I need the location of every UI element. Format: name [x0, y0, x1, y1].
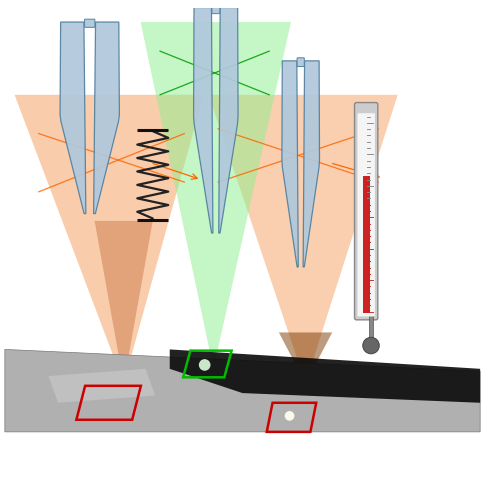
FancyBboxPatch shape: [84, 19, 95, 28]
Polygon shape: [169, 350, 479, 403]
Polygon shape: [48, 369, 155, 403]
Polygon shape: [60, 22, 86, 214]
Circle shape: [284, 411, 294, 420]
Bar: [362, 176, 369, 313]
Polygon shape: [281, 61, 298, 267]
Polygon shape: [94, 221, 152, 384]
FancyBboxPatch shape: [354, 102, 377, 320]
Circle shape: [198, 359, 210, 371]
Polygon shape: [218, 8, 238, 233]
Circle shape: [362, 338, 378, 354]
Polygon shape: [278, 332, 332, 384]
Polygon shape: [140, 22, 290, 369]
Polygon shape: [15, 95, 203, 384]
Polygon shape: [302, 61, 319, 267]
Polygon shape: [5, 350, 479, 432]
Polygon shape: [93, 22, 119, 214]
Polygon shape: [193, 8, 212, 233]
FancyBboxPatch shape: [357, 113, 374, 316]
FancyBboxPatch shape: [297, 58, 303, 66]
Bar: [368, 316, 373, 340]
Polygon shape: [208, 95, 397, 384]
FancyBboxPatch shape: [212, 4, 219, 14]
